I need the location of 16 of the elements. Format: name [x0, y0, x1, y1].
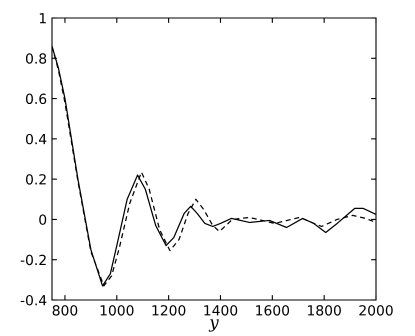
y-tick-label: 0.8 [26, 53, 46, 64]
y-tick-label: 0.2 [26, 174, 46, 185]
x-axis-title: y [208, 319, 219, 332]
y-tick-label: 1 [40, 13, 46, 24]
y-tick-label: 0 [39, 214, 46, 225]
x-tick-label: 1400 [204, 305, 238, 316]
x-tick-label: 1200 [152, 305, 186, 316]
x-tick-label: 2000 [359, 305, 393, 316]
x-tick-label: 1800 [308, 305, 341, 316]
x-tick-label: 1000 [100, 305, 134, 316]
x-tick-label: 800 [52, 305, 78, 316]
x-tick-label: 1600 [256, 305, 290, 316]
y-tick-label: -0.4 [20, 294, 46, 306]
y-tick-label: 0.4 [26, 134, 46, 144]
y-tick-label: -0.2 [20, 254, 46, 266]
y-tick-label: 0.6 [26, 94, 46, 104]
